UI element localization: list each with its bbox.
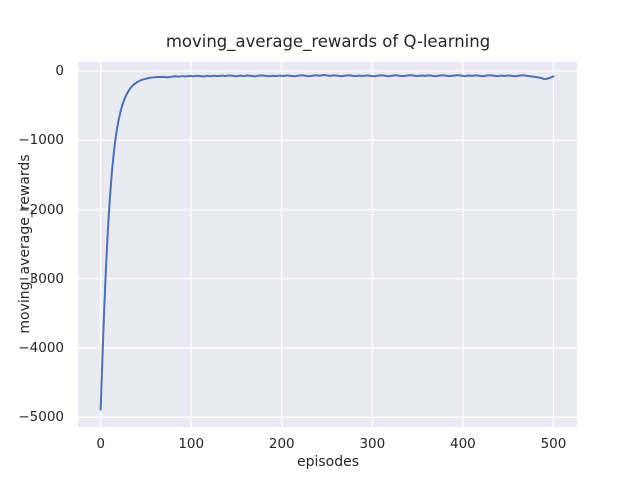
x-tick-label: 0 xyxy=(96,436,105,452)
x-tick-label: 400 xyxy=(450,436,476,452)
x-axis-label: episodes xyxy=(296,454,360,470)
chart-title: moving_average_rewards of Q-learning xyxy=(165,32,491,51)
x-tick-label: 300 xyxy=(359,436,386,452)
y-axis-label: moving_average_rewards xyxy=(17,154,33,334)
x-tick-label: 200 xyxy=(268,436,295,452)
y-tick-label: −3000 xyxy=(18,270,64,287)
plot-area xyxy=(78,62,577,427)
y-tick-label: −4000 xyxy=(18,340,64,357)
line-plot-canvas xyxy=(78,62,577,427)
x-tick-label: 500 xyxy=(540,436,567,452)
y-tick-label: −5000 xyxy=(18,409,64,426)
y-tick-label: 0 xyxy=(55,63,64,79)
x-tick-label: 100 xyxy=(178,436,205,452)
series-line-moving_average_rewards xyxy=(99,74,555,411)
y-tick-label: −1000 xyxy=(18,132,64,149)
y-tick-label: −2000 xyxy=(18,201,64,218)
